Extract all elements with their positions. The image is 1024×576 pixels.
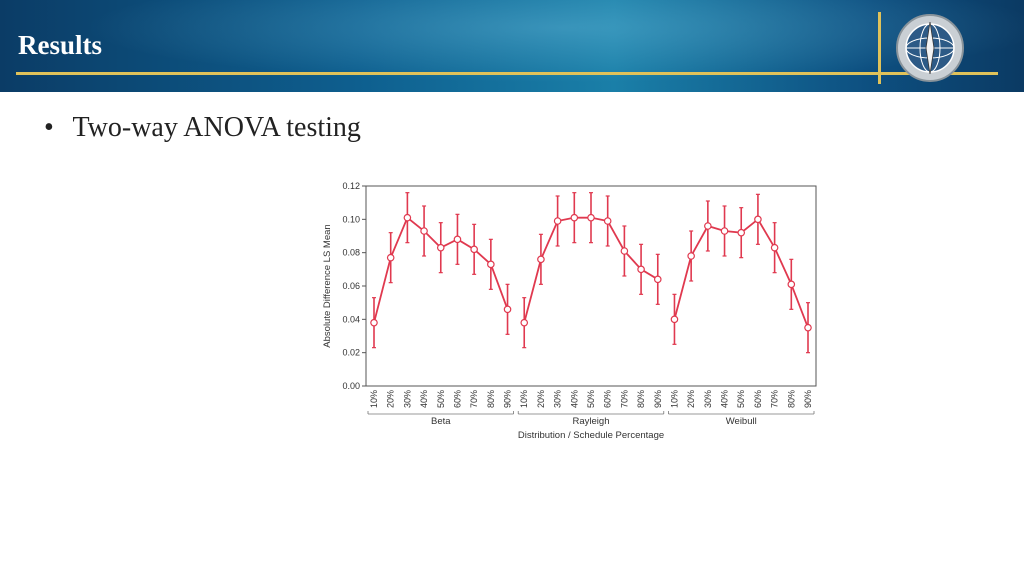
header-gold-vline	[878, 12, 881, 84]
y-tick-label: 0.10	[342, 214, 360, 224]
data-point	[587, 213, 595, 222]
data-point	[603, 217, 612, 225]
x-tick-label: 30%	[402, 390, 412, 408]
x-tick-label: 20%	[686, 390, 696, 408]
y-tick-label: 0.06	[342, 281, 360, 291]
data-point	[403, 213, 412, 222]
x-tick-label: 70%	[619, 390, 629, 408]
data-point	[420, 227, 428, 235]
x-tick-label: 60%	[603, 390, 613, 408]
data-point	[770, 243, 779, 252]
data-point	[436, 243, 445, 252]
data-point	[570, 213, 579, 222]
x-tick-label: 10%	[669, 390, 679, 408]
x-tick-label: 80%	[486, 390, 496, 408]
x-tick-label: 50%	[436, 390, 446, 408]
data-point	[520, 318, 529, 327]
data-point	[386, 253, 395, 262]
x-tick-label: 90%	[503, 390, 513, 408]
x-axis-label: Distribution / Schedule Percentage	[518, 430, 664, 441]
y-tick-label: 0.04	[342, 314, 360, 324]
group-label: Rayleigh	[573, 416, 610, 427]
x-tick-label: 50%	[736, 390, 746, 408]
bullet-text: Two-way ANOVA testing	[72, 112, 361, 143]
data-point	[503, 305, 512, 314]
data-point	[487, 260, 495, 269]
slide-title: Results	[18, 30, 103, 60]
x-tick-label: 90%	[653, 390, 663, 408]
x-tick-label: 70%	[469, 390, 479, 408]
data-point	[670, 315, 679, 324]
x-tick-label: 60%	[753, 390, 763, 408]
x-tick-label: 30%	[553, 390, 563, 408]
x-tick-label: 20%	[386, 390, 396, 408]
x-tick-label: 40%	[569, 390, 579, 408]
y-tick-label: 0.00	[342, 381, 360, 391]
x-tick-label: 90%	[803, 390, 813, 408]
data-point	[804, 323, 812, 332]
organization-seal-icon	[896, 14, 964, 82]
data-point	[737, 228, 746, 237]
data-point	[370, 318, 378, 327]
data-point	[704, 222, 712, 230]
data-point	[537, 255, 545, 264]
x-tick-label: 10%	[519, 390, 529, 408]
x-tick-label: 50%	[586, 390, 596, 408]
x-tick-label: 80%	[786, 390, 796, 408]
x-tick-label: 20%	[536, 390, 546, 408]
data-point	[637, 265, 645, 274]
header-glow	[0, 0, 1024, 92]
header-banner: Results	[0, 0, 1024, 92]
data-point	[553, 217, 562, 225]
bullet-item: • Two-way ANOVA testing	[44, 112, 361, 144]
group-label: Weibull	[726, 416, 757, 427]
y-axis-label: Absolute Difference LS Mean	[322, 224, 333, 347]
y-tick-label: 0.08	[342, 248, 360, 258]
x-tick-label: 80%	[636, 390, 646, 408]
data-point	[720, 227, 729, 235]
data-point	[620, 247, 629, 255]
group-label: Beta	[431, 416, 451, 427]
data-point	[787, 280, 796, 289]
x-tick-label: 60%	[452, 390, 462, 408]
x-tick-label: 70%	[770, 390, 780, 408]
x-tick-label: 10%	[369, 390, 379, 408]
x-tick-label: 30%	[703, 390, 713, 408]
data-point	[754, 215, 762, 224]
data-point	[687, 252, 695, 260]
anova-chart: 0.00 0.02 0.04 0.06 0.08 0.10 0.12 Absolute Dif…	[322, 181, 817, 441]
data-point	[470, 245, 478, 254]
data-point	[653, 275, 662, 284]
x-tick-label: 40%	[720, 390, 730, 408]
y-tick-label: 0.12	[342, 181, 360, 191]
bullet-marker: •	[44, 112, 54, 143]
y-tick-label: 0.02	[342, 348, 360, 358]
header-gold-line	[16, 72, 998, 75]
data-point	[453, 235, 462, 244]
x-tick-label: 40%	[419, 390, 429, 408]
